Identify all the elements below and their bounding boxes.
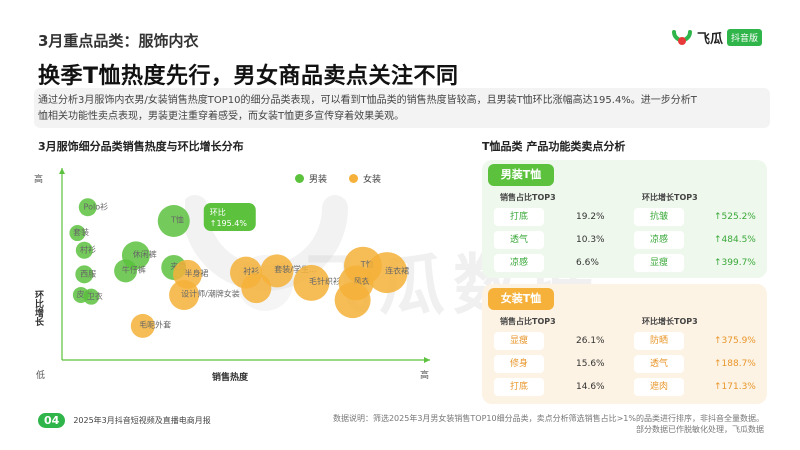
point-label: 西服 — [80, 269, 96, 278]
female-share-value: 15.6% — [576, 359, 605, 369]
logo-text: 飞瓜 — [696, 31, 723, 47]
scatter-point — [114, 259, 138, 283]
intro-box: 通过分析3月服饰内衣男/女装销售热度TOP10的细分品类表现，可以看到T恤品类的… — [34, 88, 770, 128]
female-share-value: 14.6% — [576, 382, 605, 392]
point-label: 休闲裤 — [133, 249, 157, 259]
logo: 飞瓜 抖音版 — [671, 26, 762, 48]
male-tshirt-tag: 男装T恤 — [488, 164, 554, 186]
point-label: T恤 — [170, 214, 184, 224]
female-share-value: 26.1% — [576, 336, 605, 346]
point-label: 设计师/潮牌女装 — [181, 288, 240, 298]
point-label: 毛针织衫 — [309, 276, 341, 286]
legend-dot-male — [295, 174, 304, 183]
scatter-point — [169, 279, 200, 310]
legend-dot-female — [349, 174, 359, 183]
male-growth-header: 环比增长TOP3 — [642, 193, 698, 202]
female-tshirt-panel: 女装T恤 销售占比TOP3 环比增长TOP3 显瘦 26.1% 防晒 ↑375.… — [482, 284, 767, 404]
data-note-line-1: 数据说明：筛选2025年3月男女装销售TOP10细分品类，卖点分析筛选销售占比>… — [332, 414, 764, 423]
male-share-header: 销售占比TOP3 — [500, 193, 556, 202]
male-tshirt-panel: 男装T恤 销售占比TOP3 环比增长TOP3 打底 19.2% 抗皱 ↑525.… — [482, 160, 767, 278]
point-label: 衬衫 — [243, 266, 259, 276]
scatter-point — [83, 288, 100, 305]
data-note-line-2: 部分数据已作脱敏化处理，飞瓜数据 — [636, 425, 764, 434]
point-label: T恤 — [360, 259, 374, 269]
legend-item-female: 女装 — [349, 172, 381, 185]
x-axis-label: 销售热度 — [212, 371, 249, 383]
point-label: 半身裙 — [184, 268, 208, 278]
point-label: 牛仔裤 — [122, 265, 146, 275]
female-share-name: 显瘦 — [494, 332, 544, 350]
page-number: 04 — [38, 413, 66, 428]
footer-left: 04 2025年3月抖音短视频及直播电商月报 — [38, 413, 211, 428]
male-share-value: 19.2% — [576, 212, 605, 222]
growth-callout — [203, 203, 256, 231]
male-share-name: 打底 — [494, 208, 544, 226]
scatter-point — [366, 252, 408, 294]
female-share-name: 修身 — [494, 355, 544, 373]
point-label: 套装 — [73, 227, 89, 237]
point-label: 村衫 — [80, 244, 96, 254]
point-label: 套装/学生... — [274, 264, 316, 274]
female-growth-name: 透气 — [634, 355, 684, 373]
female-growth-value: ↑375.9% — [714, 336, 756, 346]
y-axis-arrow-icon — [59, 168, 65, 174]
female-growth-name: 遮肉 — [634, 378, 684, 396]
scatter-point — [293, 264, 330, 301]
female-growth-value: ↑171.3% — [714, 382, 756, 392]
scatter-point — [75, 241, 93, 259]
female-growth-value: ↑188.7% — [714, 359, 756, 369]
male-growth-name: 凉感 — [634, 231, 684, 249]
data-note: 数据说明：筛选2025年3月男女装销售TOP10细分品类，卖点分析筛选销售占比>… — [333, 413, 764, 435]
scatter-point — [78, 198, 97, 217]
scatter-point — [75, 265, 94, 284]
scatter-point — [157, 205, 190, 237]
logo-badge: 抖音版 — [726, 28, 762, 46]
male-share-value: 6.6% — [576, 258, 599, 268]
chart-title: 3月服饰细分品类销售热度与环比增长分布 — [38, 140, 244, 153]
point-label: 风衣 — [354, 276, 370, 286]
scatter-point — [69, 225, 86, 242]
y-axis-label: 环比增长 — [33, 290, 44, 327]
scatter-point — [130, 313, 155, 338]
female-growth-name: 防晒 — [634, 332, 684, 350]
male-growth-name: 抗皱 — [634, 208, 684, 226]
female-share-header: 销售占比TOP3 — [500, 317, 556, 326]
intro-line-2: 恤相关功能性卖点表现，男装更注重穿着感受，而女装T恤更多宣传穿着效果美观。 — [38, 111, 405, 122]
x-tick-low: 低 — [36, 369, 45, 381]
female-share-name: 打底 — [494, 378, 544, 396]
feigua-logo-icon — [671, 30, 692, 45]
report-name: 2025年3月抖音短视频及直播电商月报 — [73, 416, 211, 425]
y-tick-high: 高 — [34, 173, 43, 185]
male-growth-value: ↑399.7% — [714, 258, 756, 268]
point-label: 卫衣 — [87, 291, 103, 301]
legend-label-female: 女装 — [363, 175, 382, 185]
female-tshirt-tag: 女装T恤 — [488, 288, 554, 310]
legend-item-male: 男装 — [295, 172, 327, 185]
x-tick-high: 高 — [420, 369, 429, 381]
scatter-point — [241, 273, 272, 304]
point-label: 连衣裙 — [385, 266, 409, 276]
male-share-name: 透气 — [494, 231, 544, 249]
point-label: Polo衫 — [84, 201, 109, 211]
female-growth-header: 环比增长TOP3 — [642, 317, 698, 326]
scatter-point — [260, 254, 294, 288]
male-growth-name: 显瘦 — [634, 254, 684, 272]
male-share-name: 凉感 — [494, 254, 544, 272]
male-share-value: 10.3% — [576, 235, 605, 245]
section-title: 3月重点品类：服饰内衣 — [38, 32, 199, 50]
growth-callout-value: ↑195.4% — [210, 219, 248, 228]
intro-line-1: 通过分析3月服饰内衣男/女装销售热度TOP10的细分品类表现，可以看到T恤品类的… — [38, 95, 697, 106]
legend-label-male: 男装 — [309, 175, 328, 185]
analysis-title: T恤品类 产品功能类卖点分析 — [482, 140, 626, 153]
headline: 换季T恤热度先行，男女商品卖点关注不同 — [38, 64, 459, 89]
chart-legend: 男装 女装 — [295, 172, 381, 185]
scatter-point — [334, 282, 371, 319]
male-growth-value: ↑484.5% — [714, 235, 756, 245]
point-label: 毛呢外套 — [139, 320, 171, 330]
growth-callout-title: 环比 — [210, 207, 226, 217]
x-axis-arrow-icon — [424, 357, 430, 363]
male-growth-value: ↑525.2% — [714, 212, 756, 222]
